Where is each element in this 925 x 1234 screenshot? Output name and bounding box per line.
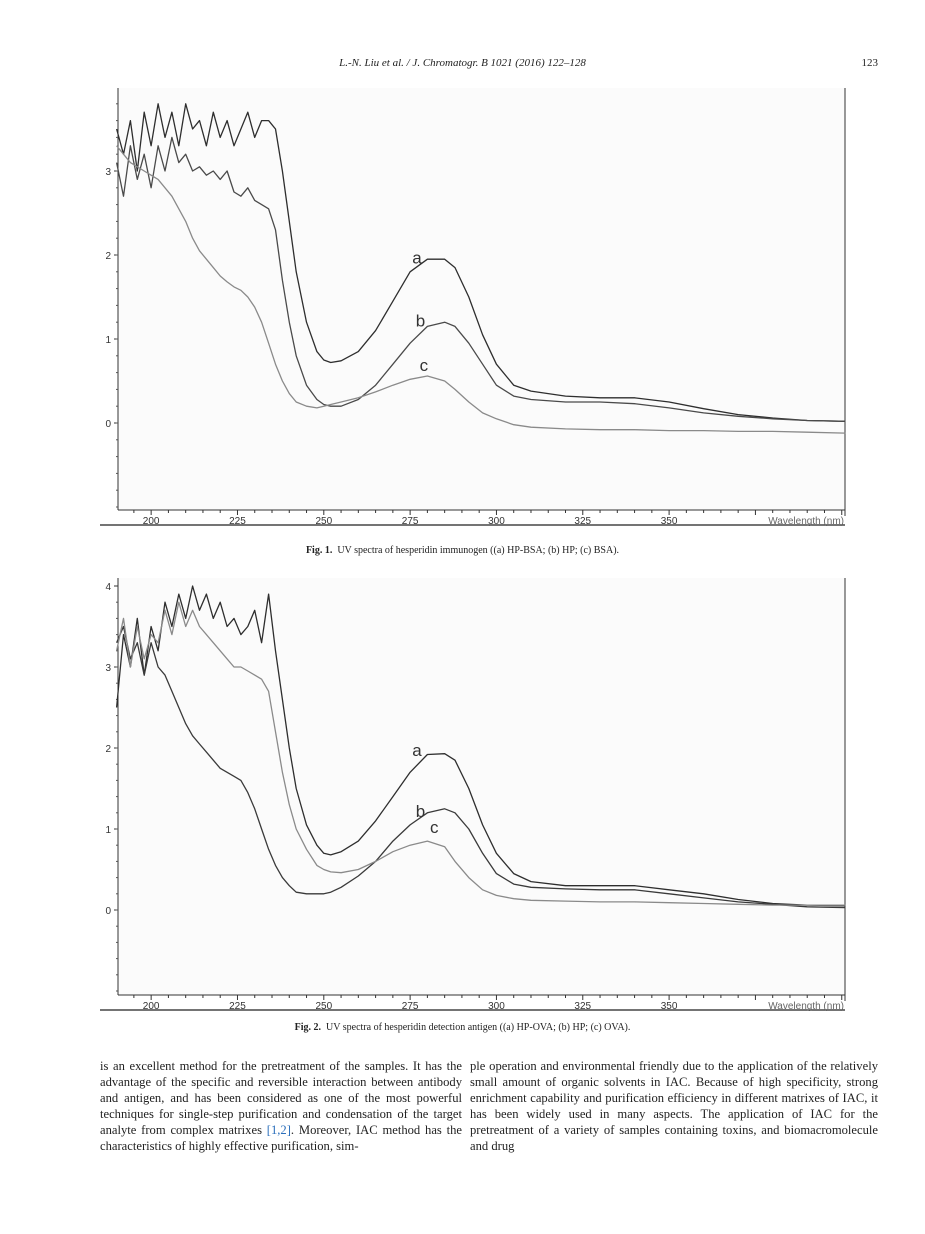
page-number: 123 [861,57,879,69]
y-tick-label: 4 [105,582,111,593]
series-label-a: a [412,248,422,267]
x-tick-label: 300 [488,516,505,527]
figure-2-caption: Fig. 2. UV spectra of hesperidin detecti… [0,1022,925,1033]
x-tick-label: 250 [315,516,332,527]
y-tick-label: 0 [105,906,111,917]
figure-2-label: Fig. 2. [294,1022,321,1033]
body-text: . Moreover, IAC method has the character… [100,1123,463,1153]
figure-1-caption: Fig. 1. UV spectra of hesperidin immunog… [0,545,925,556]
figure-1-label: Fig. 1. [305,545,333,556]
x-tick-label: 225 [229,516,246,527]
plot-area [118,88,845,510]
series-line-b [116,625,846,909]
figure-2-caption-text: UV spectra of hesperidin detection antig… [326,1022,631,1033]
series-label-a: a [412,741,422,760]
series-label-c: c [430,818,439,837]
x-tick-label: 200 [143,1001,160,1012]
series-label-b: b [416,311,425,330]
y-tick-label: 3 [105,167,111,178]
series-label-c: c [420,356,429,375]
series-line-b [115,136,846,422]
y-tick-label: 1 [105,825,111,836]
body-right-column: ple operation and environmental friendly… [470,1059,878,1153]
x-tick-label: 275 [402,516,419,527]
figure-2-chart: 200 225 250 275 300 325 350 Wavelength (nm) 0 1 2 3… [100,578,846,1012]
y-tick-label: 1 [105,335,111,346]
x-tick-label: 350 [661,516,678,527]
x-tick-label: 300 [488,1001,505,1012]
x-tick-label: 325 [574,1001,591,1012]
x-tick-label: 325 [574,516,591,527]
figure-1-chart: 200 225 250 275 300 325 350 Wavelength (nm) 0 1 2 3… [100,88,846,527]
body-left-column: is an excellent method for the pretreatm… [100,1058,462,1154]
y-tick-label: 2 [105,744,111,755]
citation-link[interactable]: [1,2] [266,1123,291,1137]
x-axis-label: Wavelength (nm) [768,1001,844,1012]
x-tick-label: 250 [315,1001,332,1012]
x-tick-label: 225 [229,1001,246,1012]
series-label-b: b [416,802,425,821]
x-tick-label: 350 [661,1001,678,1012]
figure-1-caption-text: UV spectra of hesperidin immunogen ((a) … [337,545,620,556]
x-axis-label: Wavelength (nm) [768,516,844,527]
x-tick-label: 200 [143,516,160,527]
series-line-a [115,585,846,907]
y-tick-label: 2 [105,251,111,262]
body-text: is an excellent method for the pretreatm… [100,1059,462,1137]
series-line-c [115,601,846,906]
y-tick-label: 3 [105,663,111,674]
running-header: L.-N. Liu et al. / J. Chromatogr. B 1021… [339,57,586,69]
plot-area [118,578,845,995]
y-tick-label: 0 [105,419,111,430]
series-line-c [116,145,846,434]
series-line-a [115,103,846,422]
x-tick-label: 275 [402,1001,419,1012]
